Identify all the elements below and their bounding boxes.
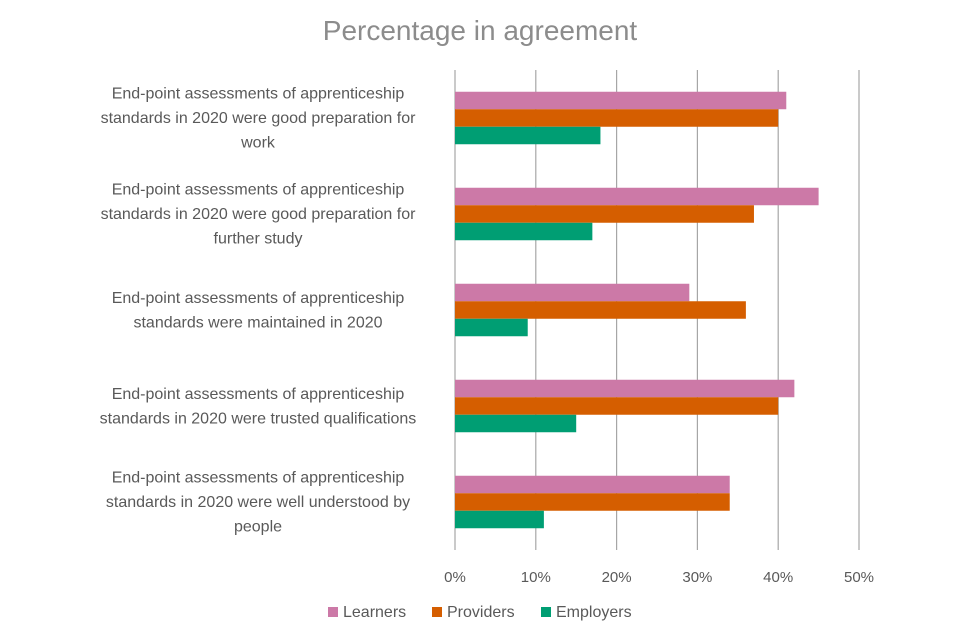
x-tick-label: 0% [444,569,466,586]
bar-employers [455,414,577,433]
category-label-line: standards in 2020 were good preparation … [101,206,417,223]
x-tick-label: 50% [844,569,874,586]
bar-learners [455,187,819,206]
category-label: End-point assessments of apprenticeship s… [101,86,417,152]
bar-employers [455,126,601,145]
x-tick-label: 10% [521,569,551,586]
bar-learners [455,91,787,110]
bar-providers [455,205,754,223]
legend-label: Providers [447,604,515,621]
x-tick-label: 20% [602,569,632,586]
category-label: End-point assessments of apprenticeship s… [101,182,417,248]
category-label: End-point assessments of apprenticeship s… [100,386,417,428]
x-tick-label: 30% [682,569,712,586]
legend-swatch-providers [432,607,442,617]
x-axis-ticks: 0% 10% 20% 30% 40% 50% [444,569,874,586]
legend-label: Learners [343,604,406,621]
bar-employers [455,222,593,241]
category-label-line: End-point assessments of apprenticeship [112,290,405,307]
category-label-line: further study [214,231,303,248]
category-label-line: End-point assessments of apprenticeship [112,470,405,487]
bar-providers [455,301,746,319]
category-label: End-point assessments of apprenticeship s… [112,290,405,332]
bar-learners [455,379,795,398]
bar-learners [455,283,690,302]
category-label-line: people [234,519,282,536]
category-label-line: standards in 2020 were well understood b… [106,494,410,511]
bar-providers [455,109,779,127]
bars [455,91,819,529]
category-label-line: standards were maintained in 2020 [133,314,382,331]
legend-swatch-employers [541,607,551,617]
category-label-line: standards in 2020 were good preparation … [101,110,417,127]
x-tick-label: 40% [763,569,793,586]
bar-providers [455,397,779,415]
category-label-line: End-point assessments of apprenticeship [112,386,405,403]
legend: Learners Providers Employers [328,604,632,621]
legend-label: Employers [556,604,632,621]
chart-title: Percentage in agreement [323,15,638,46]
category-label-line: standards in 2020 were trusted qualifica… [100,410,417,427]
category-label-line: End-point assessments of apprenticeship [112,86,405,103]
bar-employers [455,318,528,337]
bar-learners [455,475,730,494]
bar-employers [455,510,544,529]
category-label: End-point assessments of apprenticeship s… [106,470,410,536]
category-labels: End-point assessments of apprenticeship s… [100,86,417,536]
bar-providers [455,493,730,511]
category-label-line: work [240,135,276,152]
category-label-line: End-point assessments of apprenticeship [112,182,405,199]
legend-swatch-learners [328,607,338,617]
